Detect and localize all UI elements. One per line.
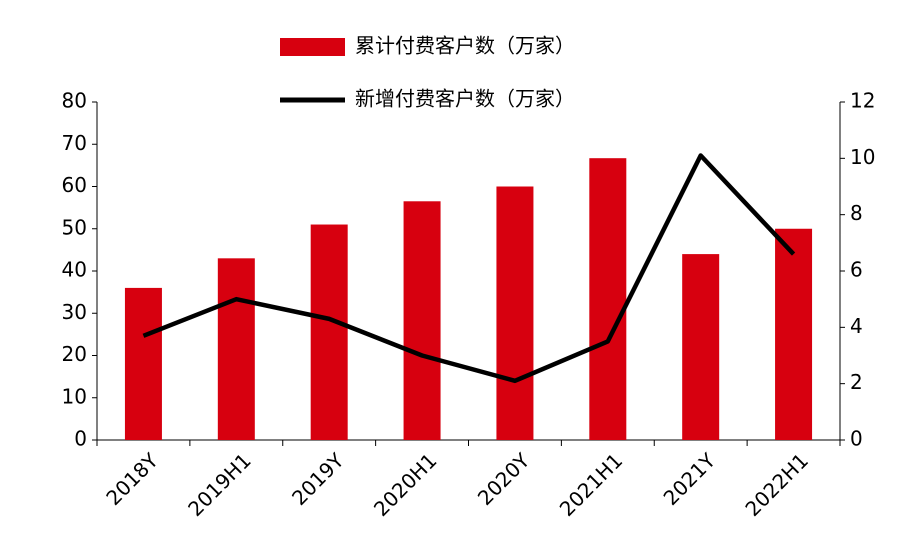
bar: [496, 186, 534, 440]
x-tick-label: 2019H1: [183, 448, 256, 521]
x-tick-label: 2020Y: [473, 448, 535, 510]
y-tick-label: 30: [62, 300, 87, 324]
y-tick-label: 10: [62, 384, 87, 408]
legend-label: 累计付费客户数（万家）: [355, 34, 575, 58]
x-tick-label: 2018Y: [101, 448, 163, 510]
x-tick-label: 2019Y: [287, 448, 349, 510]
y-tick-label: 80: [62, 89, 87, 113]
legend-swatch: [280, 38, 345, 56]
x-tick-label: 2021Y: [659, 448, 721, 510]
bar: [589, 158, 627, 440]
y-tick-label: 60: [62, 173, 87, 197]
bar: [403, 201, 441, 440]
x-tick-label: 2021H1: [555, 448, 628, 521]
line: [142, 153, 796, 384]
y-tick-label: 0: [74, 427, 87, 451]
y2-tick-label: 4: [850, 314, 863, 338]
bar: [775, 228, 813, 440]
legend-label: 新增付费客户数（万家）: [355, 87, 575, 111]
bar: [217, 258, 255, 440]
bar: [682, 254, 720, 440]
bar: [310, 224, 348, 440]
x-tick-label: 2020H1: [369, 448, 442, 521]
y2-tick-label: 10: [850, 145, 875, 169]
x-tick-label: 2022H1: [740, 448, 813, 521]
y2-tick-label: 0: [850, 427, 863, 451]
y-tick-label: 20: [62, 342, 87, 366]
bar: [124, 287, 162, 440]
y-tick-label: 40: [62, 258, 87, 282]
y2-tick-label: 6: [850, 258, 863, 282]
y2-tick-label: 2: [850, 370, 863, 394]
y2-tick-label: 8: [850, 201, 863, 225]
y-tick-label: 50: [62, 215, 87, 239]
y2-tick-label: 12: [850, 89, 875, 113]
y-tick-label: 70: [62, 131, 87, 155]
